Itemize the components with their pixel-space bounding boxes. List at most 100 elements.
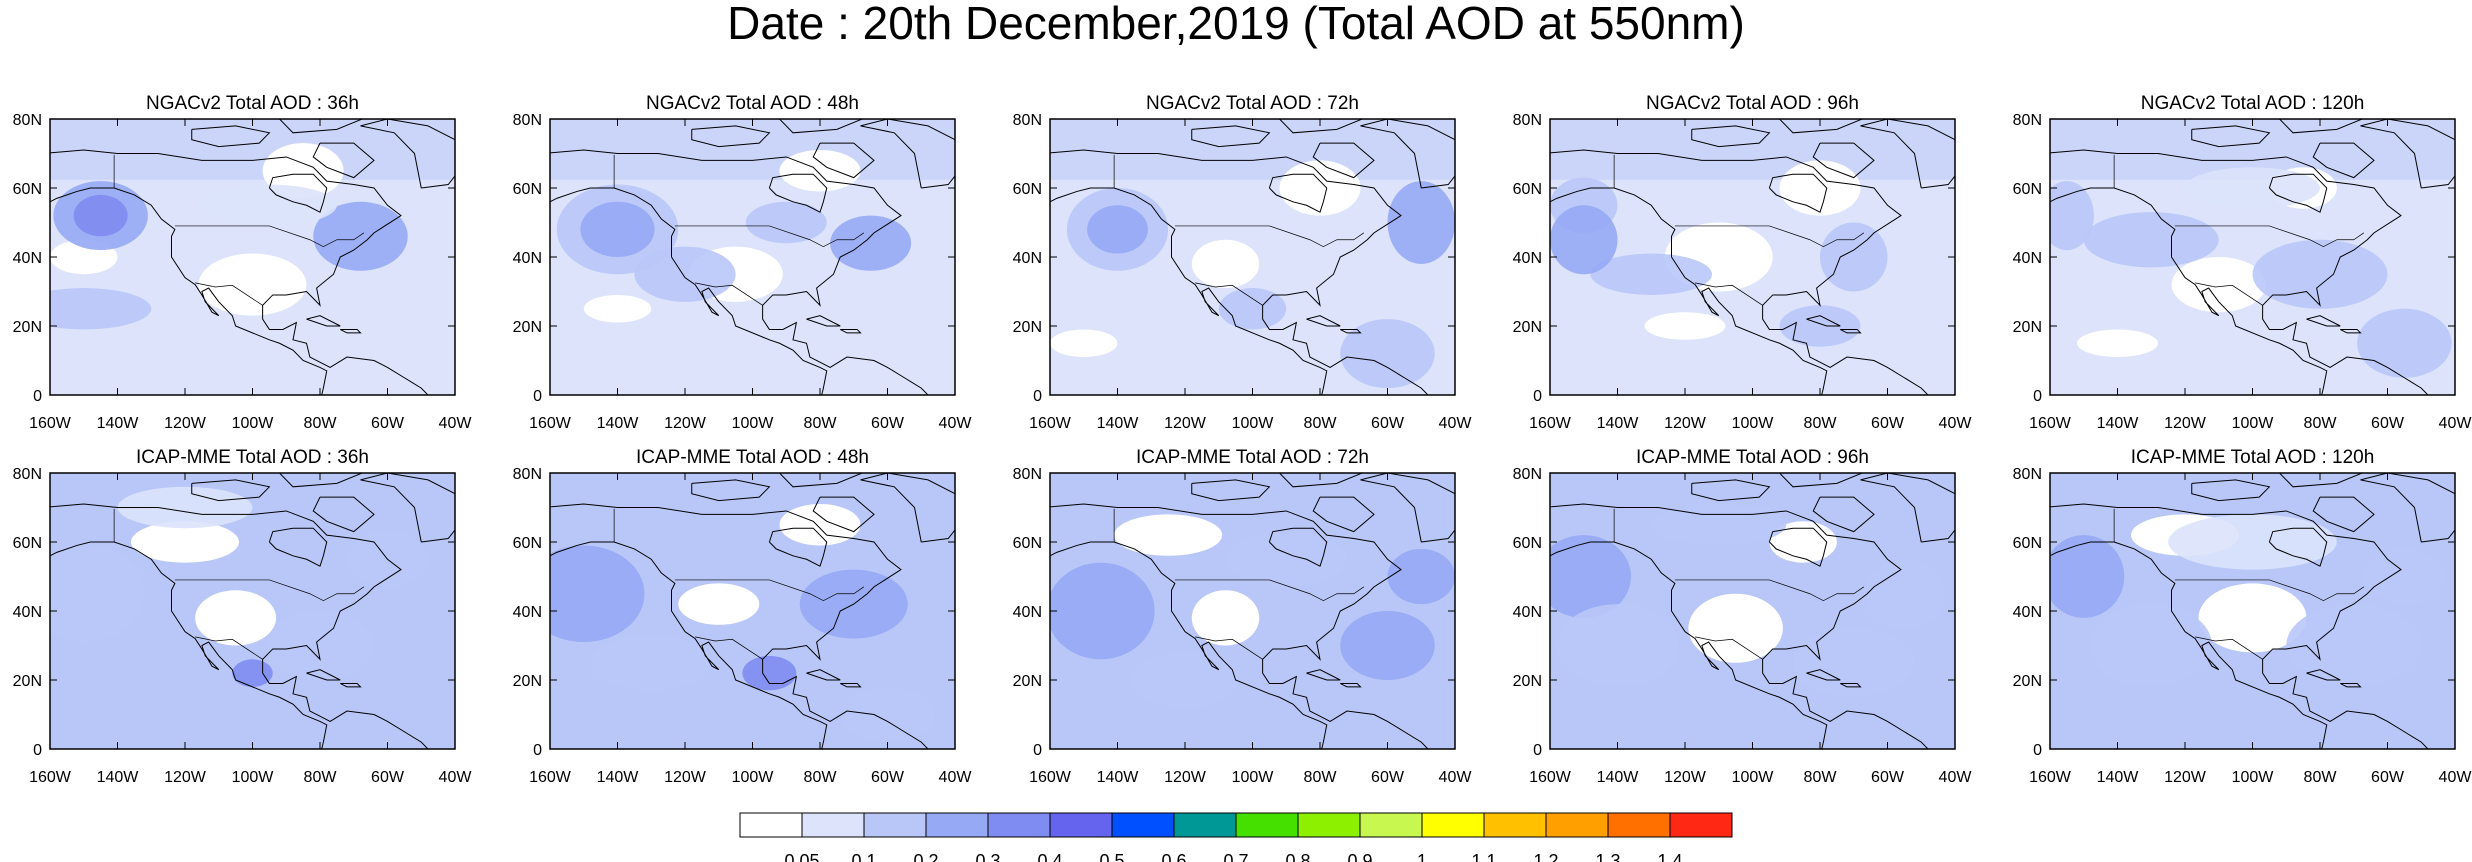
lon-label: 40W — [439, 769, 473, 786]
aod-band — [1050, 119, 1455, 180]
island-outline — [360, 473, 455, 543]
lat-label: 0 — [2033, 742, 2042, 759]
lon-label: 100W — [1732, 415, 1775, 432]
map-panel: NGACv2 Total AOD : 36h 80N 60N 40N 20N 0 160W 1… — [13, 93, 473, 432]
aod-blob — [745, 201, 827, 244]
lat-label: 20N — [513, 319, 542, 336]
aod-band — [1550, 119, 1955, 180]
island-outline — [1691, 479, 1771, 502]
lon-label: 140W — [1597, 769, 1640, 786]
island-outline — [691, 125, 771, 148]
colorbar-swatch — [739, 812, 803, 838]
national-border — [195, 636, 263, 660]
aod-clear-area — [198, 253, 307, 316]
colorbar-swatch — [1545, 812, 1609, 838]
island-outline — [191, 479, 271, 502]
island-outline — [191, 125, 271, 148]
aod-clear-area — [779, 504, 861, 546]
hudson-bay-outline — [768, 527, 828, 567]
island-outline — [1812, 496, 1875, 533]
aod-blob — [830, 215, 912, 271]
island-outline — [691, 479, 771, 502]
island-outline — [1860, 473, 1955, 543]
continent-outline — [50, 149, 429, 395]
lon-label: 80W — [304, 415, 338, 432]
aod-blob — [1340, 611, 1435, 680]
lat-label: 60N — [513, 535, 542, 552]
aod-blob — [1387, 181, 1455, 264]
colorbar-label: 1.2 — [1533, 851, 1558, 862]
national-border — [1195, 282, 1263, 306]
lon-label: 140W — [597, 769, 640, 786]
aod-clear-area — [1191, 239, 1260, 289]
aod-blob — [232, 659, 273, 687]
hudson-bay-outline — [2268, 173, 2328, 213]
hudson-bay-outline — [268, 527, 328, 567]
lon-label: 160W — [29, 769, 72, 786]
lat-label: 80N — [2013, 466, 2042, 483]
hudson-bay-outline — [1768, 173, 1828, 213]
hudson-bay-outline — [1768, 527, 1828, 567]
island-outline — [840, 682, 862, 688]
aod-blob — [50, 545, 145, 643]
national-border — [1674, 225, 1865, 248]
panel-title: ICAP-MME Total AOD : 96h — [1636, 447, 1869, 468]
colorbar-swatch — [1359, 812, 1423, 838]
lat-label: 80N — [1513, 112, 1542, 129]
lon-label: 140W — [97, 415, 140, 432]
lon-label: 140W — [1097, 769, 1140, 786]
coastlines — [2050, 473, 2455, 749]
lon-label: 120W — [1664, 769, 1707, 786]
map-panel: ICAP-MME Total AOD : 72h 80N 60N 40N 20N 0 160… — [1013, 447, 1473, 786]
aod-clear-area — [2198, 583, 2307, 653]
national-border — [195, 282, 263, 306]
hudson-bay-outline — [1268, 527, 1328, 567]
lon-label: 60W — [1871, 415, 1905, 432]
map-panel: NGACv2 Total AOD : 72h 80N 60N 40N 20N 0 160W 1… — [1013, 93, 1473, 432]
national-border — [174, 225, 365, 248]
island-outline — [2306, 315, 2341, 327]
lat-label: 60N — [2013, 535, 2042, 552]
lon-label: 100W — [732, 769, 775, 786]
lon-label: 60W — [2371, 415, 2405, 432]
island-outline — [340, 682, 362, 688]
island-outline — [279, 473, 364, 488]
panel-title: NGACv2 Total AOD : 48h — [646, 93, 859, 114]
lat-label: 20N — [513, 673, 542, 690]
island-outline — [2279, 473, 2364, 488]
lon-label: 80W — [1804, 769, 1838, 786]
island-outline — [1691, 125, 1771, 148]
colorbar-label: 0.05 — [784, 851, 819, 862]
continent-outline — [50, 503, 429, 749]
island-outline — [860, 119, 955, 189]
aod-blob — [1225, 531, 1347, 587]
lon-label: 40W — [2439, 415, 2472, 432]
aod-clear-area — [678, 583, 760, 625]
island-outline — [340, 328, 362, 334]
aod-blob — [313, 201, 408, 271]
island-outline — [1312, 142, 1375, 179]
island-outline — [1279, 119, 1364, 134]
island-outline — [1840, 682, 1862, 688]
coastlines — [1550, 119, 1955, 395]
aod-blob — [2252, 239, 2388, 309]
lon-label: 140W — [1597, 415, 1640, 432]
island-outline — [1340, 328, 1362, 334]
island-outline — [1360, 473, 1455, 543]
lat-label: 60N — [1513, 535, 1542, 552]
island-outline — [1191, 479, 1271, 502]
lat-label: 40N — [1013, 250, 1042, 267]
lon-label: 120W — [164, 769, 207, 786]
lat-label: 20N — [2013, 319, 2042, 336]
lon-label: 140W — [1097, 415, 1140, 432]
lat-label: 40N — [1513, 250, 1542, 267]
aod-blob — [1050, 562, 1155, 660]
lon-label: 120W — [664, 415, 707, 432]
map-panel: ICAP-MME Total AOD : 36h 80N 60N 40N 20N 0 160… — [13, 447, 473, 786]
aod-blob — [2050, 181, 2094, 251]
island-outline — [2360, 473, 2455, 543]
island-outline — [1306, 315, 1341, 327]
island-outline — [2340, 682, 2362, 688]
aod-blob — [73, 194, 128, 237]
hudson-bay-outline — [2268, 527, 2328, 567]
